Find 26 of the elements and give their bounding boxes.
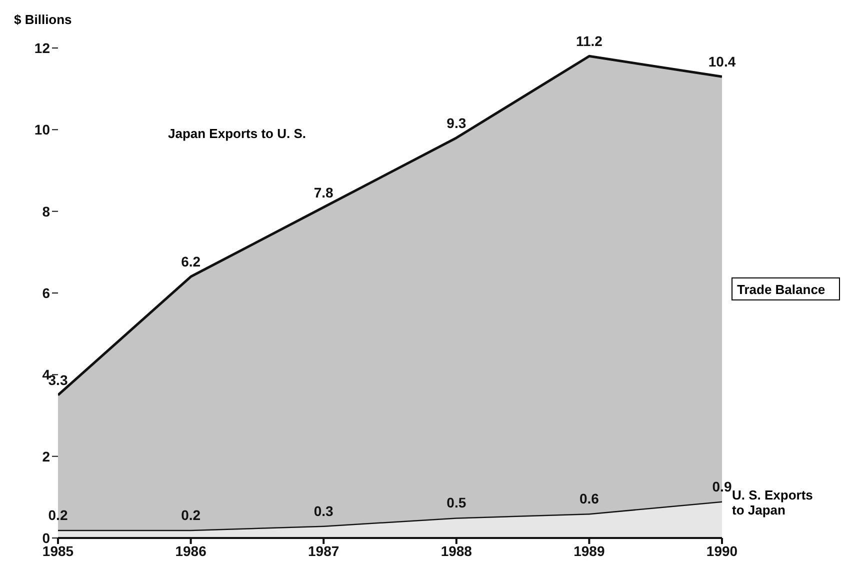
- annotation: Japan Exports to U. S.: [168, 126, 306, 141]
- y-tick-label: 10: [34, 122, 50, 138]
- series-label: U. S. Exports to Japan: [732, 487, 813, 518]
- data-label: 3.3: [48, 372, 68, 388]
- data-label: 0.9: [712, 478, 732, 494]
- data-label: 6.2: [181, 254, 201, 270]
- x-tick-label: 1990: [706, 542, 738, 559]
- series-label: Trade Balance: [737, 282, 826, 297]
- data-label: 10.4: [708, 54, 736, 70]
- data-label: 7.8: [314, 184, 334, 200]
- data-label: 9.3: [446, 114, 466, 131]
- y-tick-label: 12: [34, 40, 50, 56]
- x-tick-label: 1987: [308, 542, 340, 559]
- y-axis-title: $ Billions: [14, 12, 72, 27]
- data-label: 0.2: [181, 506, 201, 523]
- data-label: 0.5: [446, 494, 466, 511]
- data-label: 11.2: [576, 33, 603, 50]
- x-tick-label: 1986: [175, 542, 207, 559]
- x-tick-label: 1988: [440, 542, 472, 559]
- data-label: 0.6: [579, 490, 600, 506]
- data-label: 0.2: [48, 506, 68, 523]
- x-tick-label: 1989: [574, 542, 605, 559]
- y-tick-label: 8: [42, 203, 50, 220]
- y-tick-label: 2: [42, 448, 50, 464]
- y-tick-label: 6: [42, 284, 50, 301]
- data-label: 0.3: [314, 502, 334, 519]
